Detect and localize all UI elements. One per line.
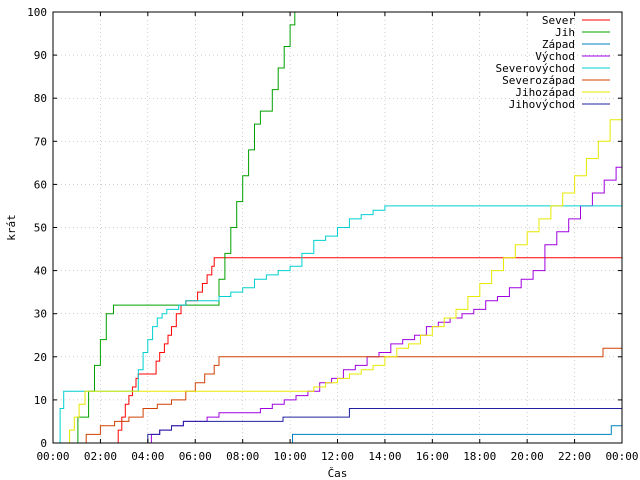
- x-tick-label: 14:00: [368, 450, 401, 463]
- y-tick-label: 20: [34, 351, 47, 364]
- x-tick-label: 00:00: [36, 450, 69, 463]
- series-line: [143, 408, 622, 444]
- series-line: [66, 98, 623, 444]
- x-tick-label: 04:00: [131, 450, 164, 463]
- legend-entry-label: Sever: [542, 14, 575, 27]
- y-axis-label: krát: [5, 214, 18, 241]
- legend-entry-label: Západ: [542, 38, 575, 51]
- series-line: [53, 205, 622, 444]
- y-tick-label: 0: [40, 437, 47, 450]
- y-tick-label: 10: [34, 394, 47, 407]
- legend-entry-label: Jihozápad: [515, 86, 575, 99]
- axis-ticks: 0 10 20 30 40 50 60 70 80 90 100 00:00 02:00 04:00 06:…: [27, 6, 638, 463]
- legend-entry-label: Severovýchod: [496, 62, 575, 75]
- y-tick-label: 40: [34, 265, 47, 278]
- x-tick-label: 22:00: [558, 450, 591, 463]
- x-tick-label: 02:00: [84, 450, 117, 463]
- x-tick-label: 18:00: [463, 450, 496, 463]
- x-tick-label: 12:00: [321, 450, 354, 463]
- y-tick-label: 60: [34, 178, 47, 191]
- legend: SeverJihZápadVýchodSeverovýchodSeverozáp…: [496, 14, 610, 111]
- y-tick-label: 30: [34, 308, 47, 321]
- legend-entry-label: Severozápad: [502, 74, 575, 87]
- x-tick-label: 20:00: [511, 450, 544, 463]
- x-tick-label: 10:00: [274, 450, 307, 463]
- y-tick-label: 90: [34, 49, 47, 62]
- legend-entry-label: Jih: [555, 26, 575, 39]
- legend-entry-label: Východ: [535, 50, 575, 63]
- y-tick-label: 80: [34, 92, 47, 105]
- series-line: [73, 12, 296, 444]
- legend-entry-label: Jihovýchod: [509, 98, 575, 111]
- series-line: [149, 158, 623, 444]
- x-tick-label: 08:00: [226, 450, 259, 463]
- x-tick-label: 16:00: [416, 450, 449, 463]
- y-tick-label: 50: [34, 222, 47, 235]
- x-tick-label: 00:00: [605, 450, 638, 463]
- series-line: [81, 347, 622, 444]
- x-tick-label: 06:00: [179, 450, 212, 463]
- y-tick-label: 70: [34, 135, 47, 148]
- series-line: [114, 257, 622, 444]
- x-axis-label: Čas: [328, 467, 348, 480]
- series-lines: [53, 12, 623, 444]
- y-tick-label: 100: [27, 6, 47, 19]
